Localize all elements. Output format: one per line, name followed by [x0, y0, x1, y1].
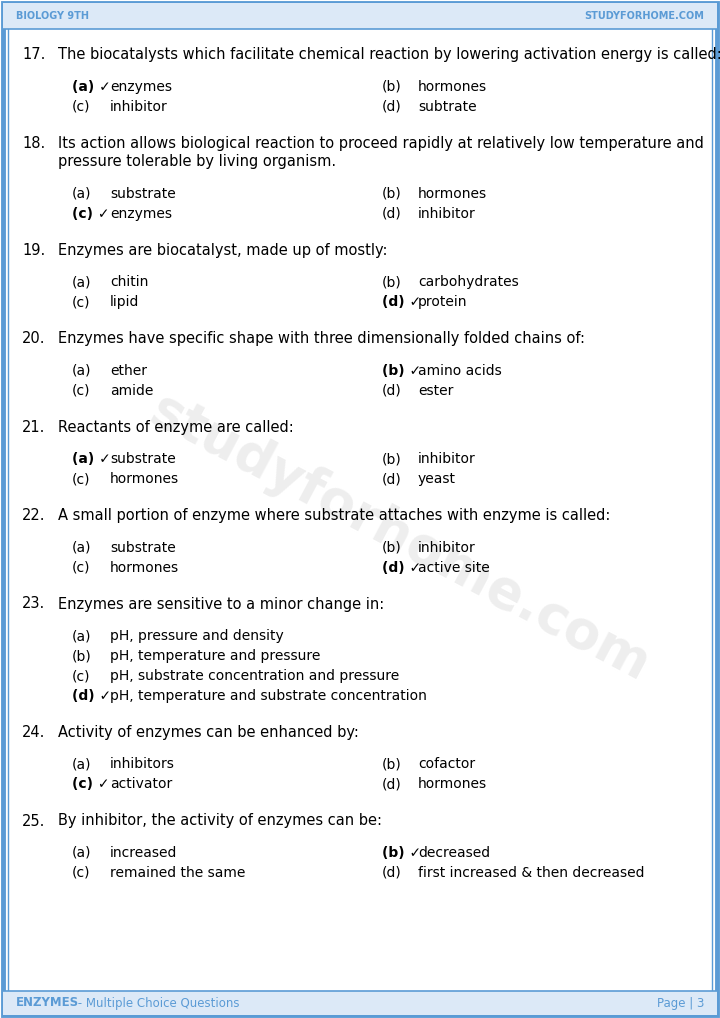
Text: (b) ✓: (b) ✓ [382, 363, 421, 378]
Text: (c) ✓: (c) ✓ [72, 207, 109, 221]
Text: (b): (b) [72, 649, 91, 663]
Text: 17.: 17. [22, 47, 45, 62]
Text: (c): (c) [72, 669, 91, 683]
Text: (b): (b) [382, 452, 402, 466]
Text: (a): (a) [72, 186, 91, 201]
Text: BIOLOGY 9TH: BIOLOGY 9TH [16, 11, 89, 21]
Text: (d) ✓: (d) ✓ [382, 561, 421, 574]
Text: (d): (d) [382, 207, 402, 221]
Text: hormones: hormones [110, 472, 179, 486]
Bar [3, 3, 717, 29]
Text: Its action allows biological reaction to proceed rapidly at relatively low tempe: Its action allows biological reaction to… [58, 135, 704, 151]
Text: first increased & then decreased: first increased & then decreased [418, 866, 644, 880]
Text: (a): (a) [72, 275, 91, 289]
Text: 18.: 18. [22, 135, 45, 151]
Text: chitin: chitin [110, 275, 148, 289]
Bar [3, 991, 717, 1015]
Text: amino acids: amino acids [418, 363, 502, 378]
Text: pH, substrate concentration and pressure: pH, substrate concentration and pressure [110, 669, 400, 683]
Text: Reactants of enzyme are called:: Reactants of enzyme are called: [58, 419, 294, 435]
Text: decreased: decreased [418, 846, 490, 860]
Text: - Multiple Choice Questions: - Multiple Choice Questions [74, 997, 240, 1010]
Text: Enzymes have specific shape with three dimensionally folded chains of:: Enzymes have specific shape with three d… [58, 331, 585, 346]
Text: subtrate: subtrate [418, 100, 477, 113]
Text: enzymes: enzymes [110, 79, 172, 94]
Text: (c): (c) [72, 384, 91, 397]
Text: Activity of enzymes can be enhanced by:: Activity of enzymes can be enhanced by: [58, 725, 359, 740]
Text: inhibitor: inhibitor [418, 207, 476, 221]
Text: (d) ✓: (d) ✓ [382, 295, 421, 309]
Text: inhibitor: inhibitor [110, 100, 168, 113]
Text: remained the same: remained the same [110, 866, 246, 880]
Text: hormones: hormones [418, 79, 487, 94]
Text: By inhibitor, the activity of enzymes can be:: By inhibitor, the activity of enzymes ca… [58, 813, 382, 829]
Text: (b): (b) [382, 186, 402, 201]
Text: active site: active site [418, 561, 490, 574]
Text: STUDYFORHOME.COM: STUDYFORHOME.COM [584, 11, 704, 21]
Text: (b): (b) [382, 757, 402, 772]
Text: (b): (b) [382, 541, 402, 555]
Text: (c) ✓: (c) ✓ [72, 778, 109, 792]
Text: substrate: substrate [110, 186, 176, 201]
Text: (d): (d) [382, 866, 402, 880]
Text: studyforhome.com: studyforhome.com [141, 384, 659, 692]
Text: (b) ✓: (b) ✓ [382, 846, 421, 860]
Text: (c): (c) [72, 100, 91, 113]
Text: inhibitor: inhibitor [418, 541, 476, 555]
Text: pressure tolerable by living organism.: pressure tolerable by living organism. [58, 154, 336, 169]
Text: (b): (b) [382, 275, 402, 289]
Text: carbohydrates: carbohydrates [418, 275, 518, 289]
Text: hormones: hormones [418, 778, 487, 792]
Text: A small portion of enzyme where substrate attaches with enzyme is called:: A small portion of enzyme where substrat… [58, 508, 611, 523]
Text: (d): (d) [382, 100, 402, 113]
Text: (a): (a) [72, 363, 91, 378]
Text: inhibitors: inhibitors [110, 757, 175, 772]
Text: Page | 3: Page | 3 [657, 997, 704, 1010]
Text: (a): (a) [72, 541, 91, 555]
Text: 24.: 24. [22, 725, 45, 740]
Text: inhibitor: inhibitor [418, 452, 476, 466]
Text: ENZYMES: ENZYMES [16, 997, 79, 1010]
Text: (a): (a) [72, 629, 91, 643]
Text: 20.: 20. [22, 331, 45, 346]
Text: hormones: hormones [110, 561, 179, 574]
Text: Enzymes are sensitive to a minor change in:: Enzymes are sensitive to a minor change … [58, 597, 384, 612]
Text: (c): (c) [72, 472, 91, 486]
Text: (a): (a) [72, 757, 91, 772]
Text: (a) ✓: (a) ✓ [72, 79, 111, 94]
Text: pH, pressure and density: pH, pressure and density [110, 629, 284, 643]
Text: increased: increased [110, 846, 177, 860]
Text: (a) ✓: (a) ✓ [72, 452, 111, 466]
Text: (d): (d) [382, 384, 402, 397]
Text: yeast: yeast [418, 472, 456, 486]
Text: The biocatalysts which facilitate chemical reaction by lowering activation energ: The biocatalysts which facilitate chemic… [58, 47, 720, 62]
Text: substrate: substrate [110, 452, 176, 466]
Text: cofactor: cofactor [418, 757, 475, 772]
Text: (d): (d) [382, 472, 402, 486]
Text: (c): (c) [72, 295, 91, 309]
Text: (a): (a) [72, 846, 91, 860]
Text: Enzymes are biocatalyst, made up of mostly:: Enzymes are biocatalyst, made up of most… [58, 242, 387, 258]
Text: ester: ester [418, 384, 454, 397]
Text: hormones: hormones [418, 186, 487, 201]
Text: (b): (b) [382, 79, 402, 94]
Text: (c): (c) [72, 866, 91, 880]
Text: lipid: lipid [110, 295, 140, 309]
Text: 21.: 21. [22, 419, 45, 435]
Text: 22.: 22. [22, 508, 45, 523]
Text: amide: amide [110, 384, 153, 397]
Text: pH, temperature and pressure: pH, temperature and pressure [110, 649, 320, 663]
Text: protein: protein [418, 295, 467, 309]
Text: (d) ✓: (d) ✓ [72, 689, 111, 703]
Text: pH, temperature and substrate concentration: pH, temperature and substrate concentrat… [110, 689, 427, 703]
Text: enzymes: enzymes [110, 207, 172, 221]
Text: 19.: 19. [22, 242, 45, 258]
Text: 23.: 23. [22, 597, 45, 612]
Text: 25.: 25. [22, 813, 45, 829]
Text: substrate: substrate [110, 541, 176, 555]
Text: activator: activator [110, 778, 172, 792]
Text: (c): (c) [72, 561, 91, 574]
Text: ether: ether [110, 363, 147, 378]
Text: (d): (d) [382, 778, 402, 792]
